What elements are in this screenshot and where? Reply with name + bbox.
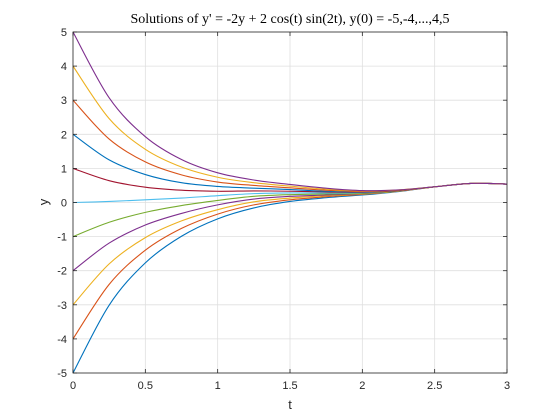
y-axis-label: y <box>36 198 51 205</box>
y-tick-label: -3 <box>57 300 67 312</box>
x-tick-label: 3 <box>504 380 510 392</box>
y-tick-label: 2 <box>61 129 67 141</box>
y-tick-label: 3 <box>61 95 67 107</box>
y-tick-label: 1 <box>61 163 67 175</box>
chart-title: Solutions of y' = -2y + 2 cos(t) sin(2t)… <box>130 12 449 27</box>
y-tick-label: -4 <box>57 334 67 346</box>
y-tick-label: -2 <box>57 266 67 278</box>
y-tick-label: -5 <box>57 368 67 380</box>
x-tick-label: 0.5 <box>138 380 153 392</box>
y-tick-label: 5 <box>61 27 67 39</box>
series-line-y0-5 <box>73 32 507 192</box>
x-tick-label: 0 <box>70 380 76 392</box>
x-axis-label: t <box>288 397 292 412</box>
x-tick-label: 2.5 <box>427 380 442 392</box>
x-tick-label: 2 <box>359 380 365 392</box>
y-tick-label: 0 <box>61 198 67 210</box>
x-tick-label: 1 <box>215 380 221 392</box>
y-tick-label: -1 <box>57 232 67 244</box>
y-tick-label: 4 <box>61 61 67 73</box>
series-group <box>73 32 507 373</box>
ticks: 0 0.5 1 1.5 2 2.5 3 -5 -4 -3 -2 -1 0 1 2 3 4 5 <box>57 27 510 392</box>
x-tick-label: 1.5 <box>282 380 297 392</box>
